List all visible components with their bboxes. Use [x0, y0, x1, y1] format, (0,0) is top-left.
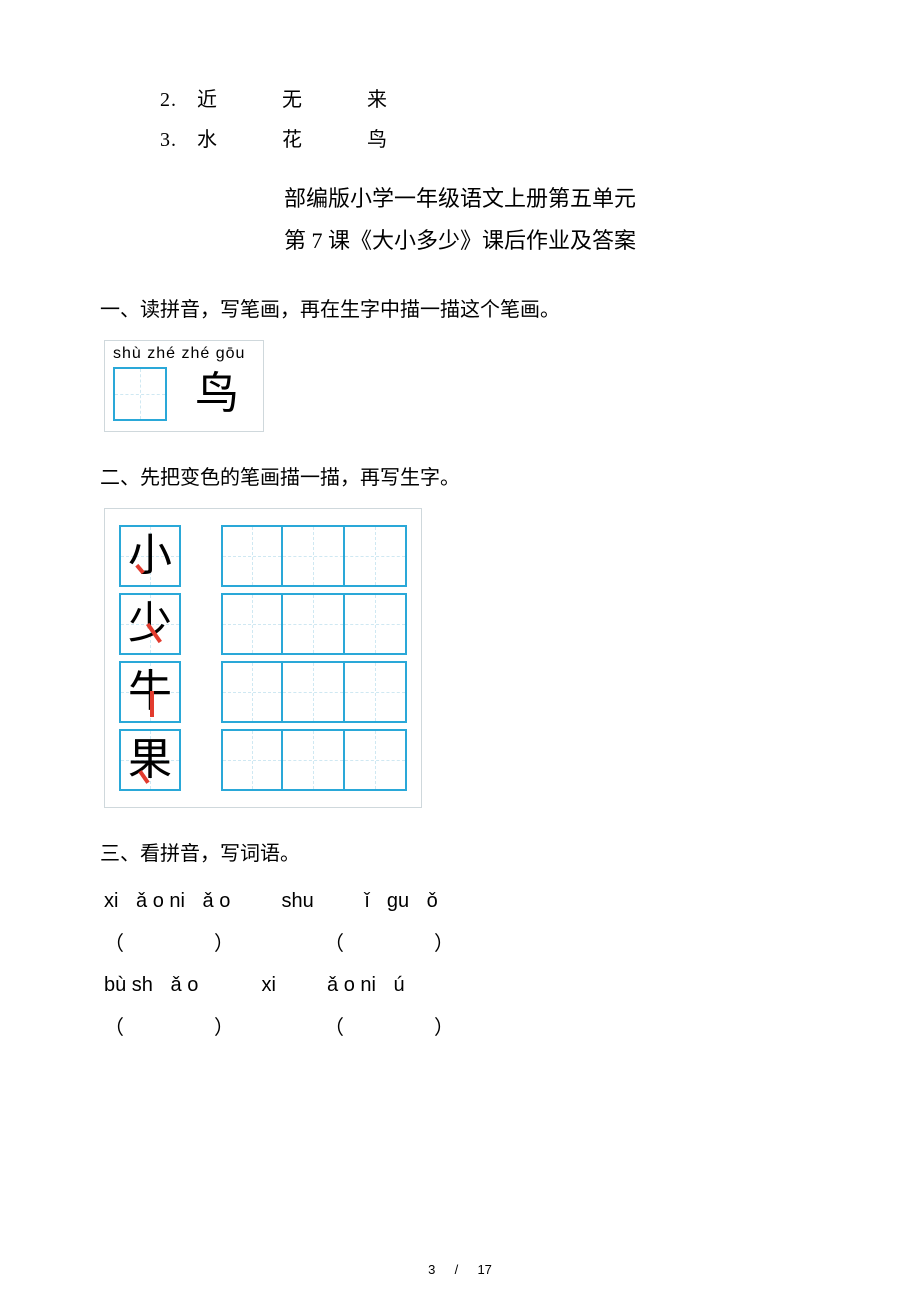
pinyin-frag: ǐ — [365, 890, 369, 912]
answer-word: 来 — [367, 89, 388, 111]
char-glyph: 果 — [128, 738, 172, 782]
worksheet-page: 2. 近 无 来 3. 水 花 鸟 部编版小学一年级语文上册第五单元 第 7 课… — [0, 0, 920, 1303]
paren-open: （ — [104, 933, 124, 955]
pinyin-frag: xi — [104, 890, 118, 912]
exercise-2-figure: 小 少 牛 — [104, 508, 422, 808]
exercise-1-figure: shù zhé zhé gōu 鸟 — [104, 340, 264, 432]
pinyin-row-1: xi ǎ o ni ǎ o shu ǐ gu ǒ — [104, 890, 820, 913]
practice-cell — [345, 729, 407, 791]
practice-cell — [345, 593, 407, 655]
pinyin-frag: gu — [387, 890, 409, 912]
lesson-title: 部编版小学一年级语文上册第五单元 第 7 课《大小多少》课后作业及答案 — [100, 178, 820, 262]
exercise-1-char: 鸟 — [195, 372, 239, 416]
pinyin-frag: ǎ — [171, 974, 182, 996]
paren-close: ） — [434, 933, 454, 955]
answer-word: 水 — [197, 129, 218, 151]
exercise-2-row: 牛 — [119, 661, 407, 723]
practice-cell — [221, 593, 283, 655]
practice-cell — [345, 525, 407, 587]
pinyin-frag: xi — [261, 974, 275, 996]
paren-open: （ — [324, 1017, 344, 1039]
exercise-2-row: 少 — [119, 593, 407, 655]
pinyin-frag: bù sh — [104, 974, 153, 996]
pinyin-frag: ǎ — [203, 890, 214, 912]
blank-row-2: （ ） （ ） — [104, 1011, 820, 1040]
answer-num: 3. — [160, 129, 177, 151]
answer-word: 花 — [282, 129, 303, 151]
pinyin-frag: ǒ — [427, 890, 438, 912]
practice-triple — [221, 525, 407, 587]
practice-triple — [221, 593, 407, 655]
page-sep: / — [455, 1262, 459, 1277]
pinyin-frag: shu — [281, 890, 313, 912]
answer-num: 2. — [160, 89, 177, 111]
practice-grid-box — [113, 367, 167, 421]
practice-cell — [283, 661, 345, 723]
red-stroke — [150, 691, 154, 717]
char-box-shao: 少 — [119, 593, 181, 655]
pinyin-row-2: bù sh ǎ o xi ǎ o ni ú — [104, 974, 820, 997]
char-box-niu: 牛 — [119, 661, 181, 723]
practice-cell — [345, 661, 407, 723]
pinyin-frag: ú — [394, 974, 405, 996]
pinyin-frag: o — [219, 890, 230, 912]
practice-triple — [221, 729, 407, 791]
page-number: 3 — [428, 1262, 435, 1277]
answer-word: 无 — [282, 89, 303, 111]
pinyin-frag: ǎ — [327, 974, 338, 996]
paren-open: （ — [104, 1017, 124, 1039]
title-line-2: 第 7 课《大小多少》课后作业及答案 — [100, 220, 820, 262]
title-line-1: 部编版小学一年级语文上册第五单元 — [100, 178, 820, 220]
section-2-heading: 二、先把变色的笔画描一描，再写生字。 — [100, 460, 820, 496]
paren-open: （ — [324, 933, 344, 955]
page-total: 17 — [477, 1262, 491, 1277]
practice-triple — [221, 661, 407, 723]
char-box-xiao: 小 — [119, 525, 181, 587]
practice-cell — [283, 593, 345, 655]
pinyin-frag: o ni — [344, 974, 376, 996]
char-box-guo: 果 — [119, 729, 181, 791]
exercise-2-row: 小 — [119, 525, 407, 587]
answer-line-2: 2. 近 无 来 — [160, 80, 820, 120]
pinyin-frag: o ni — [153, 890, 185, 912]
pinyin-frag: ǎ — [136, 890, 147, 912]
exercise-1-pinyin: shù zhé zhé gōu — [113, 345, 245, 363]
practice-cell — [283, 525, 345, 587]
page-footer: 3 / 17 — [0, 1262, 920, 1277]
practice-cell — [221, 729, 283, 791]
blank-row-1: （ ） （ ） — [104, 927, 820, 956]
exercise-2-row: 果 — [119, 729, 407, 791]
answer-word: 近 — [197, 89, 218, 111]
paren-close: ） — [214, 933, 234, 955]
practice-cell — [221, 661, 283, 723]
paren-close: ） — [434, 1017, 454, 1039]
char-glyph: 小 — [128, 534, 172, 578]
section-1-heading: 一、读拼音，写笔画，再在生字中描一描这个笔画。 — [100, 292, 820, 328]
exercise-1-row: 鸟 — [113, 367, 245, 421]
answer-line-3: 3. 水 花 鸟 — [160, 120, 820, 160]
section-3-heading: 三、看拼音，写词语。 — [100, 836, 820, 872]
paren-close: ） — [214, 1017, 234, 1039]
practice-cell — [283, 729, 345, 791]
answer-word: 鸟 — [367, 129, 388, 151]
practice-cell — [221, 525, 283, 587]
pinyin-frag: o — [187, 974, 198, 996]
